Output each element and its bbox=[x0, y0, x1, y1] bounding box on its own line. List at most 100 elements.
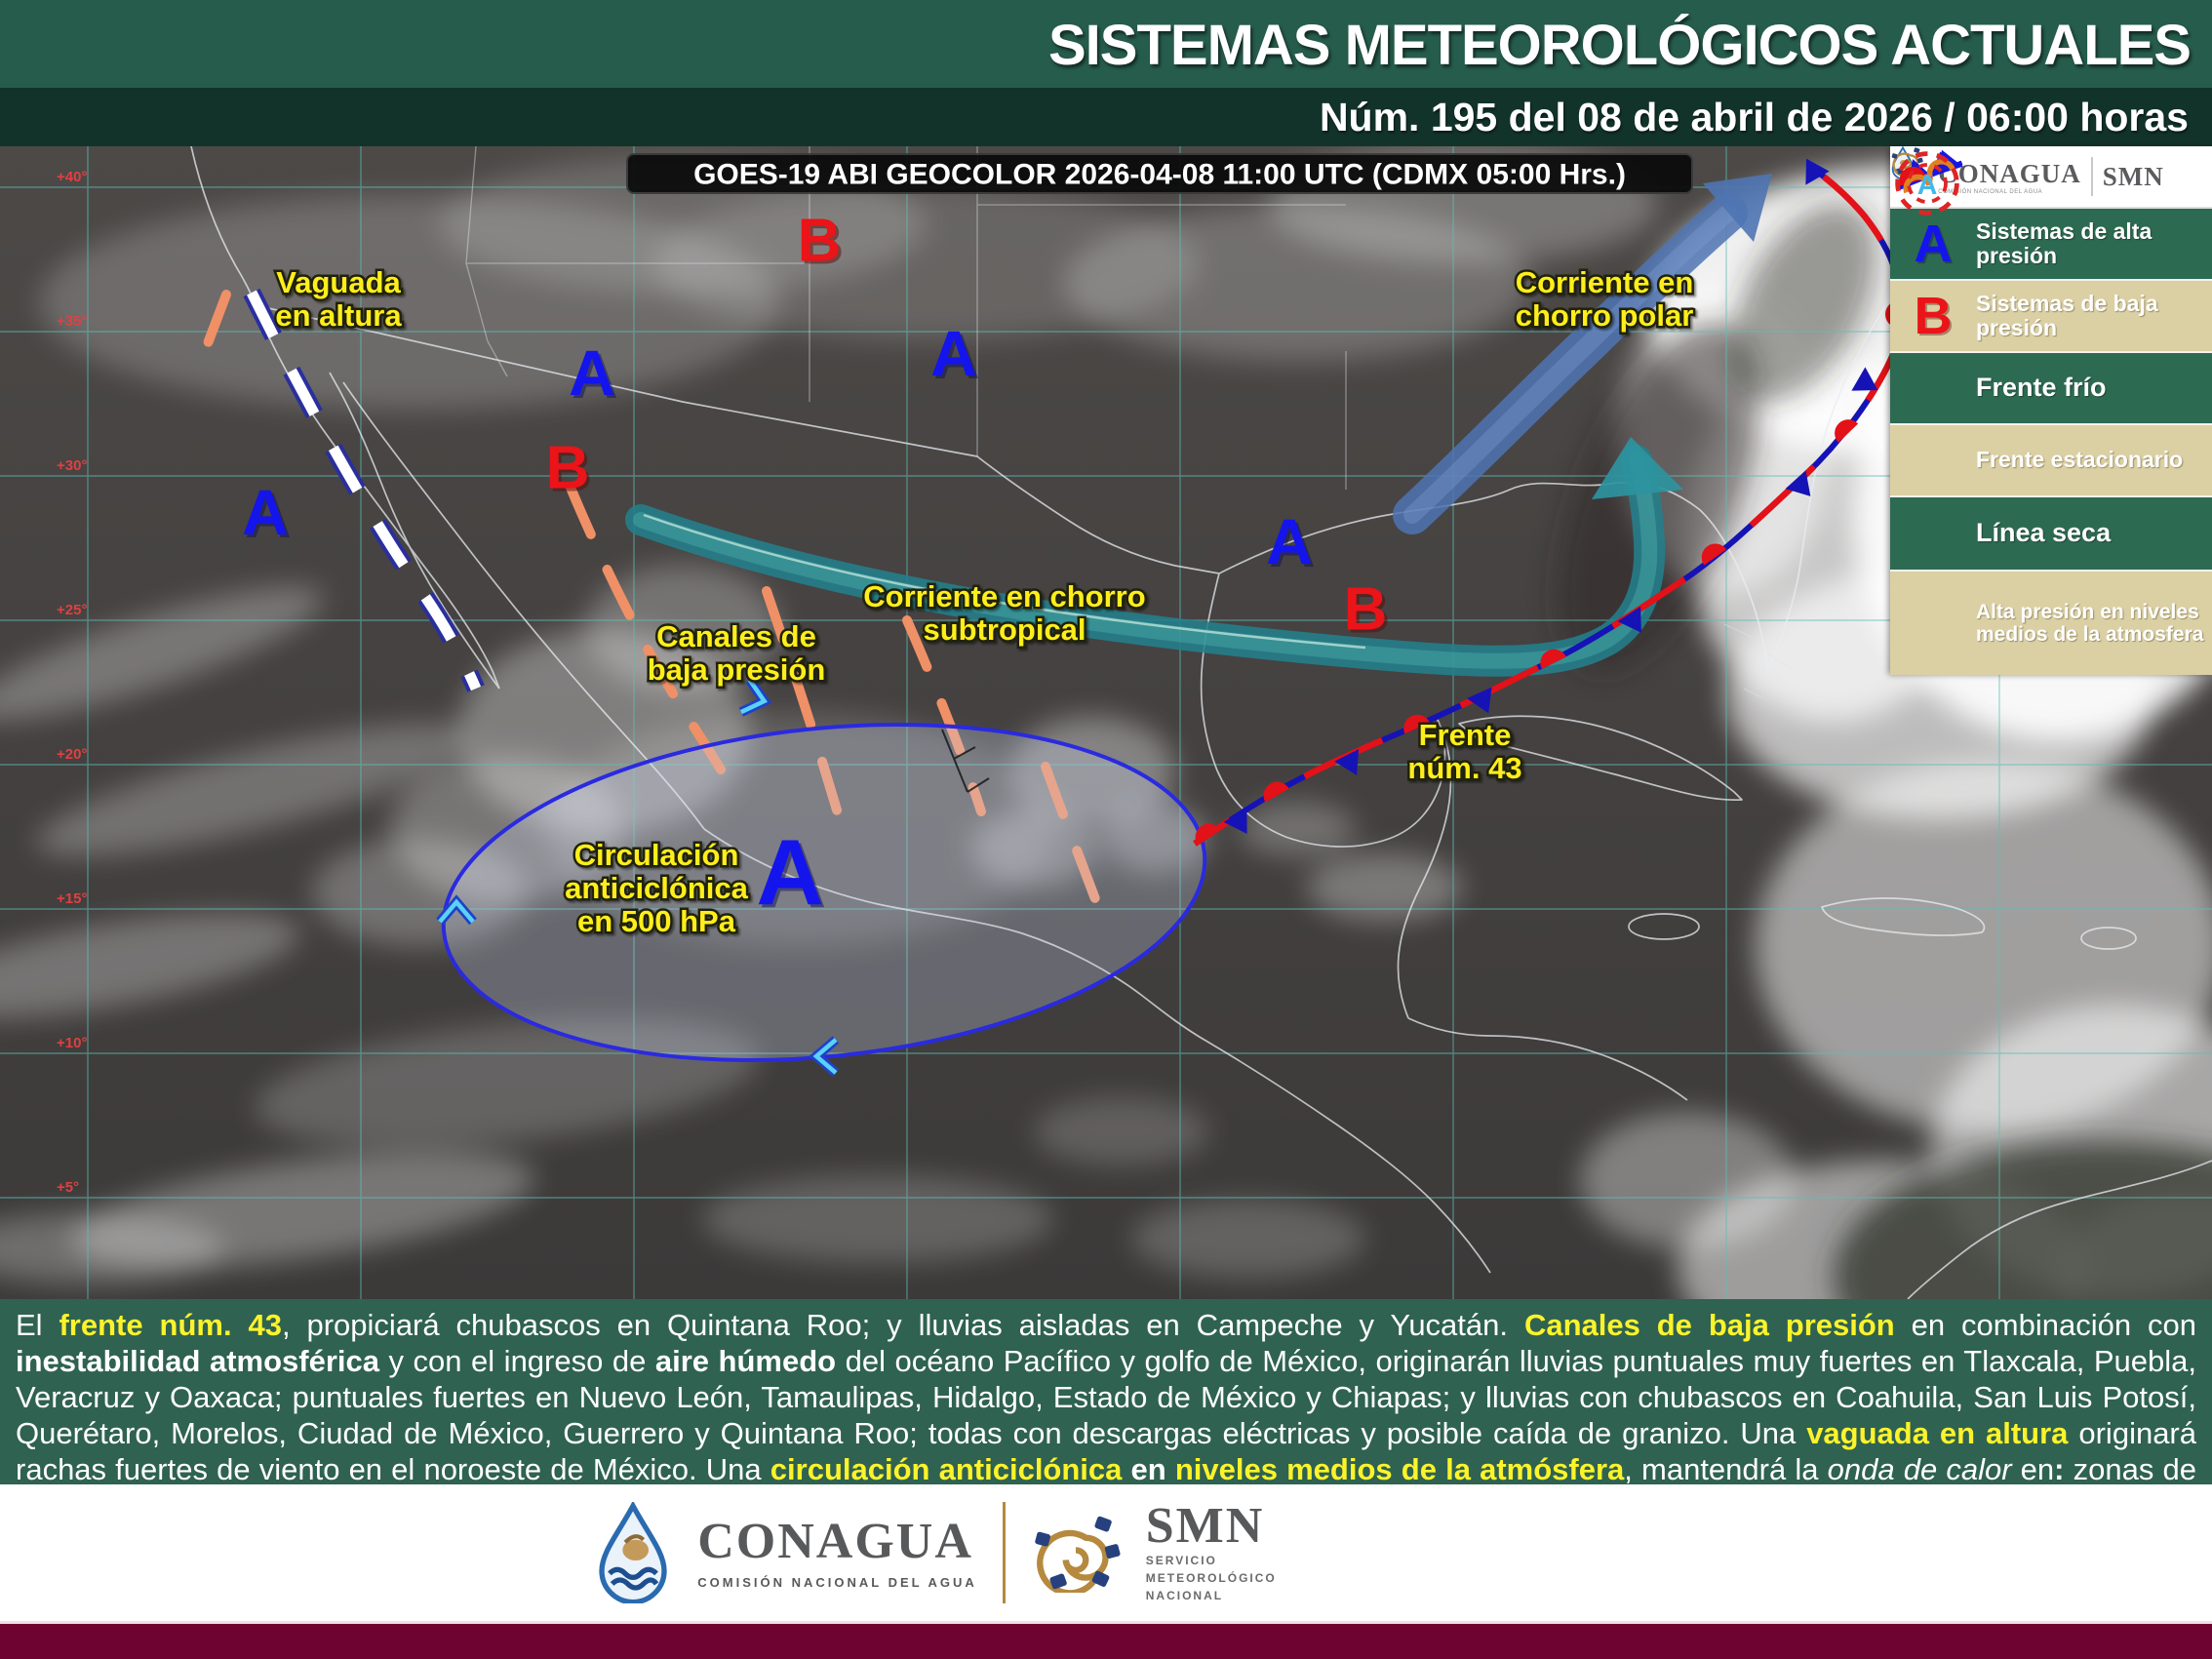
summary-segment: del océano Pacífico y golfo de México, o… bbox=[16, 1344, 2197, 1450]
summary-segment: frente núm. 43 bbox=[59, 1308, 282, 1342]
smn-tagline: SERVICIO bbox=[1145, 1554, 1217, 1567]
goes-caption: GOES-19 ABI GEOCOLOR 2026-04-08 11:00 UT… bbox=[626, 153, 1693, 194]
legend-conagua-tagline: COMISIÓN NACIONAL DEL AGUA bbox=[1938, 188, 2043, 195]
legend-label: Frente estacionario bbox=[1976, 447, 2184, 473]
smn-logo-icon bbox=[1034, 1516, 1121, 1593]
summary-segment: aire húmedo bbox=[654, 1344, 837, 1378]
summary-segment: , propiciará chubascos en Quintana Roo; … bbox=[281, 1308, 1524, 1342]
polar-jet-arrow bbox=[1393, 174, 1772, 534]
latitude-label: +35° bbox=[57, 313, 87, 330]
conagua-tagline: COMISIÓN NACIONAL DEL AGUA bbox=[697, 1574, 977, 1590]
summary-segment: niveles medios de la atmósfera bbox=[1174, 1452, 1625, 1486]
satellite-canvas: +40° +35° +30° +25° +20° +15° +10° +5° bbox=[0, 146, 2212, 1299]
legend-logo-divider bbox=[2090, 157, 2093, 196]
dry-line-icon bbox=[1903, 158, 1955, 194]
summary-segment: : bbox=[2054, 1452, 2065, 1486]
legend-smn-wordmark: SMN bbox=[2102, 161, 2164, 191]
smn-wordmark: SMN bbox=[1145, 1498, 1265, 1554]
mid-level-high-icon: A bbox=[1895, 151, 1959, 216]
title-bar: SISTEMAS METEOROLÓGICOS ACTUALES bbox=[0, 0, 2212, 88]
legend-item-high-pressure: A Sistemas de alta presión bbox=[1890, 209, 2212, 281]
summary-segment: inestabilidad atmosférica bbox=[16, 1344, 380, 1378]
conagua-wordmark: CONAGUA bbox=[697, 1513, 973, 1569]
summary-segment: y con el ingreso de bbox=[379, 1344, 655, 1378]
channels-label: Canales de bbox=[656, 619, 816, 653]
legend-label: Sistemas de baja presión bbox=[1976, 290, 2158, 340]
anticyclone-label: en 500 hPa bbox=[577, 904, 736, 938]
anticyclone-arrow bbox=[738, 677, 772, 717]
high-pressure-icon: A bbox=[1914, 215, 1953, 273]
pressure-letter-A: A bbox=[1266, 505, 1313, 577]
anticyclone-arrow bbox=[809, 1036, 840, 1077]
summary-segment: vaguada en altura bbox=[1806, 1416, 2069, 1450]
satellite-map: +40° +35° +30° +25° +20° +15° +10° +5° bbox=[0, 146, 2212, 1299]
wind-barbs bbox=[941, 729, 990, 793]
state-borders bbox=[465, 146, 1794, 699]
weather-summary: El frente núm. 43, propiciará chubascos … bbox=[0, 1299, 2212, 1522]
bottom-bar bbox=[0, 1621, 2212, 1659]
summary-segment: onda de calor bbox=[1827, 1452, 2012, 1486]
pressure-letter-B: B bbox=[546, 435, 590, 502]
front-43-label: núm. 43 bbox=[1407, 751, 1521, 785]
pressure-letter-A: A bbox=[242, 476, 289, 548]
summary-segment: circulación anticiclónica bbox=[770, 1452, 1123, 1486]
latitude-label: +15° bbox=[57, 890, 87, 907]
bulletin-number: Núm. 195 del 08 de abril de 2026 / 06:00… bbox=[1319, 95, 2189, 139]
legend: CONAGUA COMISIÓN NACIONAL DEL AGUA SMN A… bbox=[1890, 146, 2212, 675]
legend-item-cold-front: Frente frío bbox=[1890, 149, 2212, 425]
latitude-label: +10° bbox=[57, 1035, 87, 1051]
summary-segment: en bbox=[1122, 1452, 1175, 1486]
latitude-label: +30° bbox=[57, 457, 87, 474]
legend-item-low-pressure: B Sistemas de baja presión bbox=[1890, 281, 2212, 353]
latitude-label: +5° bbox=[57, 1179, 79, 1196]
summary-segment: originará rachas fuertes de viento en el… bbox=[16, 1416, 2196, 1486]
goes-caption-text: GOES-19 ABI GEOCOLOR 2026-04-08 11:00 UT… bbox=[693, 159, 1626, 191]
subtropical-jet-arrow bbox=[625, 437, 1683, 677]
footer: CONAGUA COMISIÓN NACIONAL DEL AGUA SMN S… bbox=[0, 1484, 2212, 1621]
polar-jet-label: Corriente en bbox=[1516, 265, 1694, 299]
subtropical-jet-label: Corriente en chorro bbox=[863, 579, 1145, 613]
latitude-labels: +40° +35° +30° +25° +20° +15° +10° +5° bbox=[57, 169, 87, 1196]
pressure-letter-A: A bbox=[569, 336, 615, 409]
legend-item-mid-level-high: A Alta presión en niveles medios de la a… bbox=[1890, 151, 2212, 675]
latitude-label: +40° bbox=[57, 169, 87, 185]
subtitle-bar: Núm. 195 del 08 de abril de 2026 / 06:00… bbox=[0, 88, 2212, 146]
legend-label: Alta presión en niveles medios de la atm… bbox=[1976, 600, 2204, 646]
smn-tagline: METEOROLÓGICO bbox=[1145, 1571, 1277, 1585]
coastlines bbox=[190, 146, 2212, 1299]
footer-divider bbox=[1002, 1502, 1006, 1603]
summary-segment: , mantendrá la bbox=[1624, 1452, 1828, 1486]
legend-item-dry-line: Línea seca bbox=[1890, 158, 2212, 572]
page-title: SISTEMAS METEOROLÓGICOS ACTUALES bbox=[1047, 14, 2192, 77]
pressure-letter-B: B bbox=[798, 208, 842, 275]
pressure-letter-A: A bbox=[930, 317, 977, 389]
summary-segment: en combinación con bbox=[1894, 1308, 2196, 1342]
summary-segment: en bbox=[2011, 1452, 2055, 1486]
legend-item-stationary-front: Frente estacionario bbox=[1890, 151, 2212, 497]
front-43-label: Frente bbox=[1419, 718, 1512, 752]
anticyclone-label: anticiclónica bbox=[565, 871, 749, 905]
conagua-logo-icon bbox=[599, 1502, 667, 1603]
map-annotations: Vaguada en altura Corriente en chorro po… bbox=[273, 263, 1696, 941]
vaguada-label: Vaguada bbox=[276, 265, 401, 299]
pressure-letter-B: B bbox=[1344, 576, 1388, 644]
anticyclone-label: Circulación bbox=[574, 838, 739, 872]
polar-jet-label: chorro polar bbox=[1516, 298, 1694, 333]
channels-label: baja presión bbox=[648, 652, 826, 687]
low-pressure-icon: B bbox=[1914, 287, 1953, 345]
anticyclone-arrow bbox=[436, 894, 477, 926]
latitude-label: +20° bbox=[57, 746, 87, 763]
legend-label: Sistemas de alta presión bbox=[1976, 217, 2153, 268]
smn-tagline: NACIONAL bbox=[1145, 1589, 1224, 1602]
anticyclone-ellipse bbox=[436, 677, 1207, 1077]
svg-text:A: A bbox=[1917, 170, 1938, 201]
latitude-label: +25° bbox=[57, 602, 87, 618]
subtropical-jet-label: subtropical bbox=[923, 612, 1086, 647]
vaguada-line bbox=[243, 288, 485, 692]
legend-label: Línea seca bbox=[1976, 518, 2112, 548]
pressure-letter-A: A bbox=[756, 821, 823, 926]
summary-segment: El bbox=[16, 1308, 59, 1342]
summary-segment: Canales de baja presión bbox=[1523, 1308, 1895, 1342]
